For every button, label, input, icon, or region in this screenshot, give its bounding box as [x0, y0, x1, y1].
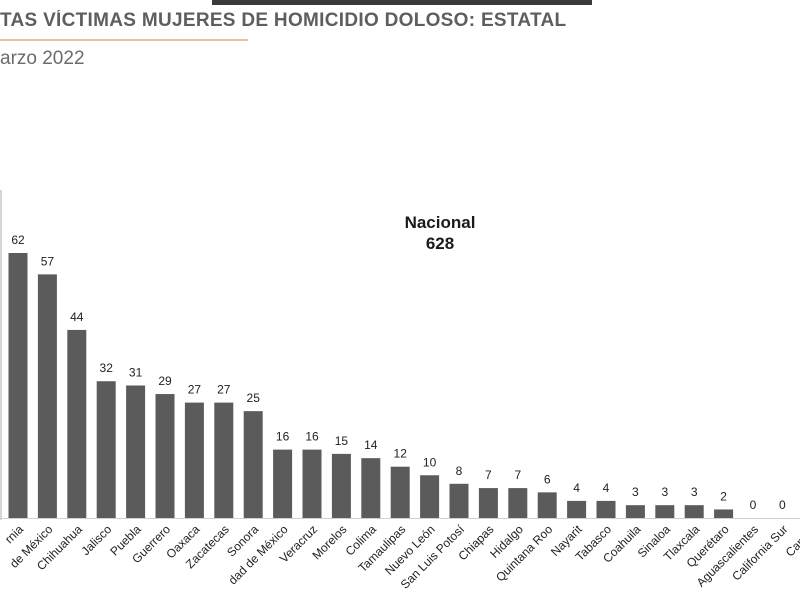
national-total: Nacional 628 [370, 212, 510, 254]
bar-value-label: 15 [335, 434, 349, 448]
bar [625, 505, 645, 518]
bar [302, 449, 322, 518]
bar-value-label: 6 [544, 472, 551, 486]
bar-value-label: 0 [779, 498, 786, 512]
national-total-label: Nacional [404, 213, 476, 232]
y-axis-line [0, 190, 2, 520]
bar-value-label: 0 [750, 498, 757, 512]
bar-value-label: 14 [364, 438, 378, 452]
bar-value-label: 7 [485, 468, 492, 482]
bar [390, 466, 410, 518]
bar [331, 453, 351, 518]
page-subtitle: arzo 2022 [0, 48, 85, 69]
bar [449, 483, 469, 518]
bar-value-label: 57 [41, 254, 55, 268]
bar-value-label: 29 [158, 374, 172, 388]
bar [8, 253, 28, 518]
page-title: TAS VÍCTIMAS MUJERES DE HOMICIDIO DOLOSO… [0, 10, 567, 31]
bar [596, 500, 616, 518]
bar-value-label: 3 [661, 485, 668, 499]
title-underline [0, 39, 248, 41]
category-label: Jalisco [78, 522, 114, 558]
bar [184, 402, 204, 518]
bar [537, 492, 557, 518]
bar [214, 402, 234, 518]
bar [126, 385, 146, 518]
bar-value-label: 4 [603, 481, 610, 495]
bar [67, 329, 87, 518]
bar-value-label: 32 [100, 361, 114, 375]
bar-value-label: 44 [70, 310, 84, 324]
bar-value-label: 8 [456, 464, 463, 478]
bar [684, 505, 704, 518]
bar-value-label: 2 [720, 489, 727, 503]
bar [508, 488, 528, 518]
bar-value-label: 25 [247, 391, 261, 405]
top-dark-bar [212, 0, 592, 5]
bar [361, 458, 381, 518]
bar-value-label: 31 [129, 366, 143, 380]
bar [567, 500, 587, 518]
bar-value-label: 3 [691, 485, 698, 499]
bar [655, 505, 675, 518]
bar-value-label: 4 [573, 481, 580, 495]
bar-value-label: 7 [514, 468, 521, 482]
national-total-value: 628 [425, 234, 455, 253]
bar [273, 449, 293, 518]
bar-value-label: 27 [188, 383, 202, 397]
bar-value-label: 10 [423, 455, 437, 469]
bar [37, 274, 57, 518]
bar [420, 475, 440, 518]
bar-value-label: 3 [632, 485, 639, 499]
bar-value-label: 62 [11, 233, 25, 247]
bar-value-label: 16 [305, 430, 319, 444]
bar-value-label: 27 [217, 383, 231, 397]
bar [96, 381, 116, 518]
category-label: rnia [2, 522, 26, 546]
bar-value-label: 12 [394, 447, 408, 461]
bar [155, 394, 175, 518]
bar [714, 509, 734, 518]
bar-value-label: 16 [276, 430, 290, 444]
bar [478, 488, 498, 518]
bar [243, 411, 263, 518]
